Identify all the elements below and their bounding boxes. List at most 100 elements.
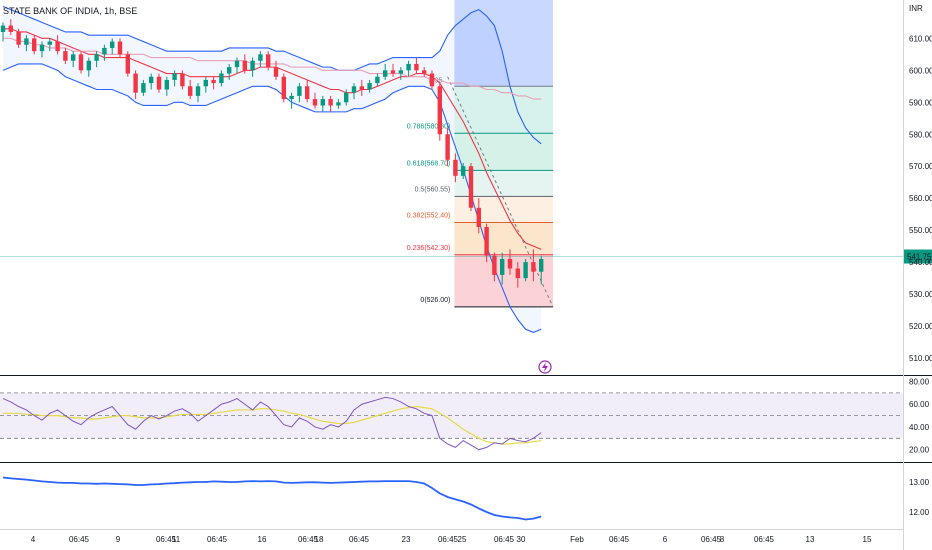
fib-top-label: (595 [428,77,442,84]
rsi-pane[interactable] [0,392,903,451]
candle[interactable] [78,51,84,74]
candle[interactable] [266,51,271,71]
fib-level-label: 0.236(542.30) [407,245,451,252]
candle[interactable] [429,70,435,90]
candle[interactable] [515,262,520,288]
candle[interactable] [476,198,481,234]
candle[interactable] [531,249,536,282]
candle[interactable] [414,57,419,74]
candle[interactable] [110,38,115,55]
candle[interactable] [219,70,224,87]
candle[interactable] [71,51,76,68]
candle[interactable] [500,252,505,285]
candle[interactable] [523,258,528,282]
candle[interactable] [133,70,138,100]
candle[interactable] [16,28,21,48]
time-tick-label: 30 [517,535,526,544]
indicator-pane[interactable] [2,476,542,521]
candle[interactable] [484,223,489,263]
candle[interactable] [227,63,232,80]
candle[interactable] [164,76,169,96]
candle[interactable] [383,63,388,80]
candle[interactable] [422,67,427,77]
time-tick-label: 18 [315,535,324,544]
candle[interactable] [188,79,193,100]
time-tick-label: 16 [258,535,267,544]
candle[interactable] [468,163,474,211]
candle[interactable] [32,35,37,55]
candle[interactable] [47,38,52,52]
candle[interactable] [406,60,411,77]
candle[interactable] [461,163,466,180]
candle[interactable] [312,92,318,109]
rsi-tick-label: 80.00 [909,378,930,387]
candle[interactable] [281,73,286,103]
candle[interactable] [8,19,13,36]
candle[interactable] [172,70,177,87]
candle[interactable] [336,99,341,109]
rsi-tick-label: 40.00 [909,423,930,432]
candle[interactable] [149,73,154,90]
candle[interactable] [359,79,364,96]
candle[interactable] [398,67,403,80]
candle[interactable] [102,44,107,61]
candle[interactable] [344,89,349,106]
time-tick-label: 13 [806,535,815,544]
candle[interactable] [289,92,294,109]
time-tick-label: 11 [172,535,181,544]
candle[interactable] [55,35,60,55]
candle[interactable] [234,57,240,74]
time-tick-label: 06:45 [207,535,228,544]
candle[interactable] [141,79,146,96]
last-price-badge [904,249,932,264]
alert-icon[interactable] [538,360,552,374]
candle[interactable] [328,95,333,112]
candle[interactable] [125,51,130,77]
candle[interactable] [367,79,372,93]
time-tick-label: 4 [31,535,36,544]
candle[interactable] [86,57,91,77]
candlesticks[interactable] [0,19,544,288]
fibonacci-retracement[interactable]: (595 0.786(580.30) 0.618(568.70) 0.5(560.55… [407,0,554,308]
candle[interactable] [24,35,29,52]
candle[interactable] [180,70,185,90]
time-tick-label: 06:45 [754,535,775,544]
candle[interactable] [195,83,201,103]
candle[interactable] [117,38,123,58]
candle[interactable] [437,83,442,141]
price-overlays [2,5,542,334]
candle[interactable] [445,127,450,167]
candle[interactable] [375,73,380,87]
fib-zone [454,222,553,255]
candle[interactable] [305,79,310,103]
candle[interactable] [539,255,544,285]
candle[interactable] [390,63,396,77]
candle[interactable] [507,249,513,275]
candle[interactable] [203,76,208,93]
time-tick-label: 8 [720,535,725,544]
overlay-line [2,63,542,334]
rsi-tick-label: 20.00 [909,446,930,455]
candle[interactable] [0,22,6,42]
candle[interactable] [94,51,99,68]
candle[interactable] [297,83,302,103]
candle[interactable] [242,54,247,74]
candle[interactable] [351,83,357,100]
candle[interactable] [453,153,458,183]
candle[interactable] [273,60,279,80]
candle[interactable] [492,252,497,282]
candle[interactable] [156,73,162,93]
price-tick-label: 540.00 [909,258,932,267]
time-tick-label: 06:45 [156,535,177,544]
time-tick-label: 06:45 [349,535,370,544]
candle[interactable] [258,51,263,68]
candle[interactable] [63,47,68,64]
candle[interactable] [320,95,325,112]
candle[interactable] [211,76,216,90]
price-tick-label: 590.00 [909,98,932,107]
time-tick-label: 06:45 [438,535,459,544]
fib-level-label: 0.382(552.40) [407,212,451,219]
candle[interactable] [250,57,255,77]
candle[interactable] [39,41,45,58]
